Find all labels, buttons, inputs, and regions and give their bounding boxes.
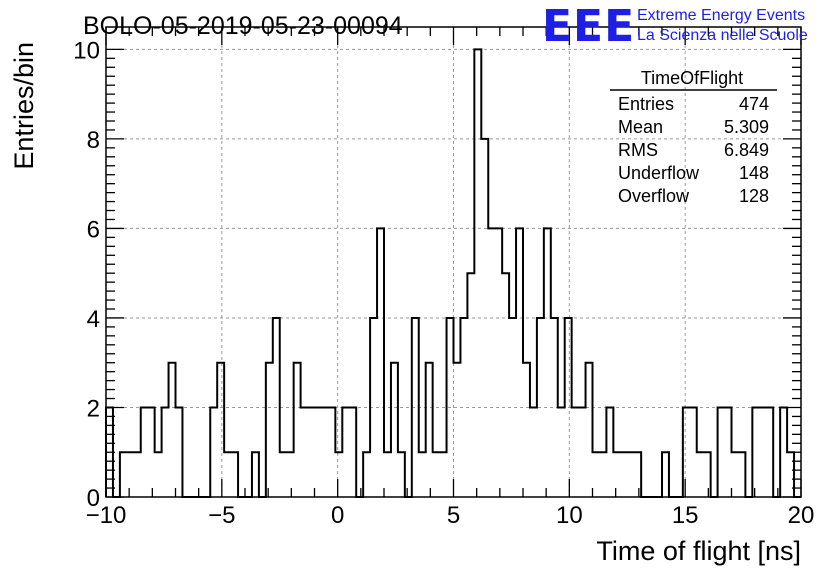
axis-ticks (105, 27, 802, 498)
axis-tick-labels: −10 −5 0 5 10 15 20 0 2 4 6 8 10 (73, 37, 814, 529)
stats-title: TimeOfFlight (641, 68, 743, 88)
x-tick-label: −5 (208, 502, 235, 529)
x-tick-label: −10 (86, 502, 127, 529)
run-label: BOLO-05-2019-05-23-00094 (83, 12, 403, 40)
x-tick-label: 5 (447, 502, 460, 529)
stats-row-label: Underflow (618, 163, 700, 183)
stats-row-value: 5.309 (724, 117, 769, 137)
stats-row-value: 474 (739, 94, 769, 114)
y-tick-label: 4 (87, 306, 100, 333)
stats-row-value: 128 (739, 186, 769, 206)
stats-row-label: RMS (618, 140, 658, 160)
logo-line-1: Extreme Energy Events (637, 7, 805, 24)
logo-line-2: La Scienza nelle Scuole (637, 27, 808, 44)
x-tick-label: 15 (672, 502, 699, 529)
y-axis-label: Entries/bin (9, 42, 39, 170)
stats-row-value: 148 (739, 163, 769, 183)
stats-box: TimeOfFlight Entries 474 Mean 5.309 RMS 6.849… (610, 68, 777, 206)
grid-lines (106, 27, 801, 497)
eee-logo-icon: EEE (542, 1, 635, 52)
stats-row-label: Entries (618, 94, 674, 114)
y-tick-label: 2 (87, 395, 100, 422)
x-axis-label: Time of flight [ns] (596, 536, 801, 566)
y-tick-label: 0 (87, 485, 100, 512)
x-tick-label: 10 (556, 502, 583, 529)
stats-row-label: Overflow (618, 186, 690, 206)
y-tick-label: 6 (87, 216, 100, 243)
y-tick-label: 8 (87, 127, 100, 154)
x-tick-label: 20 (788, 502, 815, 529)
x-tick-label: 0 (331, 502, 344, 529)
stats-row-label: Mean (618, 117, 663, 137)
y-tick-label: 10 (73, 37, 100, 64)
stats-row-value: 6.849 (724, 140, 769, 160)
